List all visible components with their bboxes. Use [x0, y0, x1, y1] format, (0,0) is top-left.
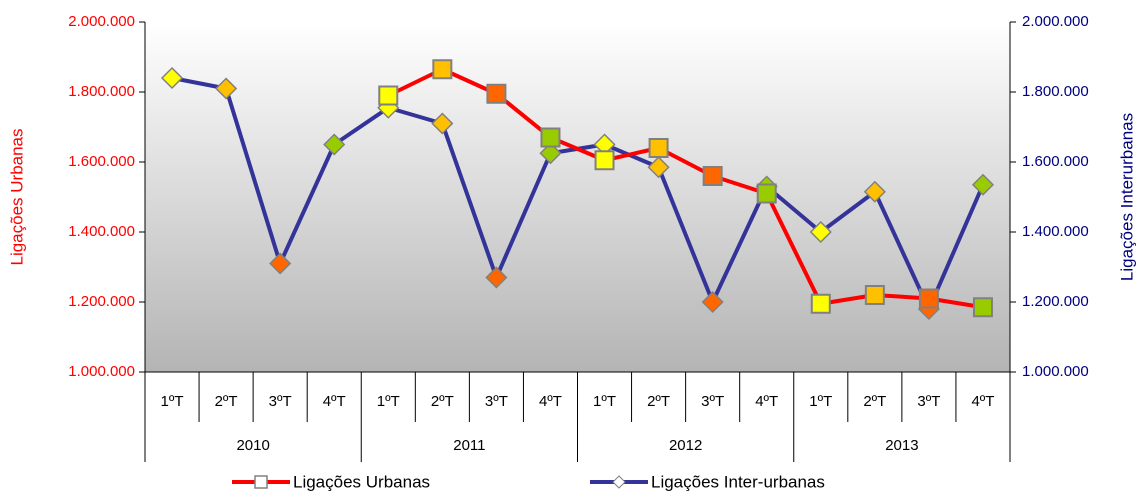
marker-square: [864, 285, 885, 305]
y-tick-label: 1.400.000: [68, 223, 135, 240]
marker-diamond: [431, 112, 454, 135]
marker-square: [594, 150, 615, 171]
x-tick-label: 4ºT: [323, 393, 346, 410]
marker-diamond: [647, 156, 670, 179]
group-label: 2011: [453, 437, 485, 454]
marker-diamond: [215, 77, 238, 100]
marker-square: [702, 166, 723, 186]
y-tick-label: 2.000.000: [68, 13, 135, 30]
x-tick-label: 3ºT: [917, 393, 940, 410]
x-tick-label: 3ºT: [701, 393, 724, 410]
x-tick-label: 2ºT: [863, 393, 886, 410]
y2-tick-label: 2.000.000: [1022, 13, 1089, 30]
y2-tick-label: 1.400.000: [1022, 223, 1089, 240]
x-tick-label: 2ºT: [215, 393, 238, 410]
x-tick-label: 3ºT: [269, 393, 292, 410]
marker-square: [540, 127, 561, 148]
y2-axis-label: Ligações Interurbanas: [1117, 113, 1136, 281]
y-tick-label: 1.000.000: [68, 363, 135, 380]
marker-diamond: [269, 252, 292, 275]
marker-square: [972, 297, 993, 318]
marker-square: [756, 183, 777, 204]
marker-square: [432, 59, 453, 80]
legend-marker: [612, 475, 626, 489]
x-tick-label: 2ºT: [431, 393, 454, 410]
x-tick-label: 4ºT: [539, 393, 562, 410]
legend-label: Ligações Urbanas: [293, 472, 430, 491]
marker-square: [648, 138, 669, 158]
x-tick-label: 1ºT: [161, 393, 184, 410]
marker-square: [810, 293, 831, 314]
marker-square: [918, 288, 939, 309]
legend-label: Ligações Inter-urbanas: [651, 472, 825, 491]
group-label: 2010: [236, 437, 269, 454]
x-tick-label: 2ºT: [647, 393, 670, 410]
y2-tick-label: 1.800.000: [1022, 83, 1089, 100]
marker-diamond: [160, 66, 184, 90]
group-label: 2013: [885, 437, 918, 454]
x-tick-label: 1ºT: [809, 393, 832, 410]
x-tick-label: 4ºT: [971, 393, 994, 410]
x-tick-label: 1ºT: [377, 393, 400, 410]
marker-square: [378, 85, 399, 106]
y-tick-label: 1.800.000: [68, 83, 135, 100]
x-tick-label: 1ºT: [593, 393, 616, 410]
marker-diamond: [323, 133, 346, 156]
y2-tick-label: 1.200.000: [1022, 293, 1089, 310]
marker-diamond: [701, 290, 724, 314]
legend-marker: [254, 475, 268, 489]
x-tick-label: 4ºT: [755, 393, 778, 410]
marker-diamond: [863, 180, 886, 203]
x-tick-label: 3ºT: [485, 393, 508, 410]
y-axis-label: Ligações Urbanas: [7, 128, 26, 265]
marker-square: [486, 83, 507, 104]
marker-diamond: [485, 266, 508, 289]
marker-diamond: [539, 142, 562, 165]
marker-diamond: [971, 173, 995, 196]
marker-diamond: [809, 220, 832, 244]
y-tick-label: 1.200.000: [68, 293, 135, 310]
y-tick-label: 1.600.000: [68, 153, 135, 170]
y2-tick-label: 1.600.000: [1022, 153, 1089, 170]
y2-tick-label: 1.000.000: [1022, 363, 1089, 380]
group-label: 2012: [669, 437, 702, 454]
